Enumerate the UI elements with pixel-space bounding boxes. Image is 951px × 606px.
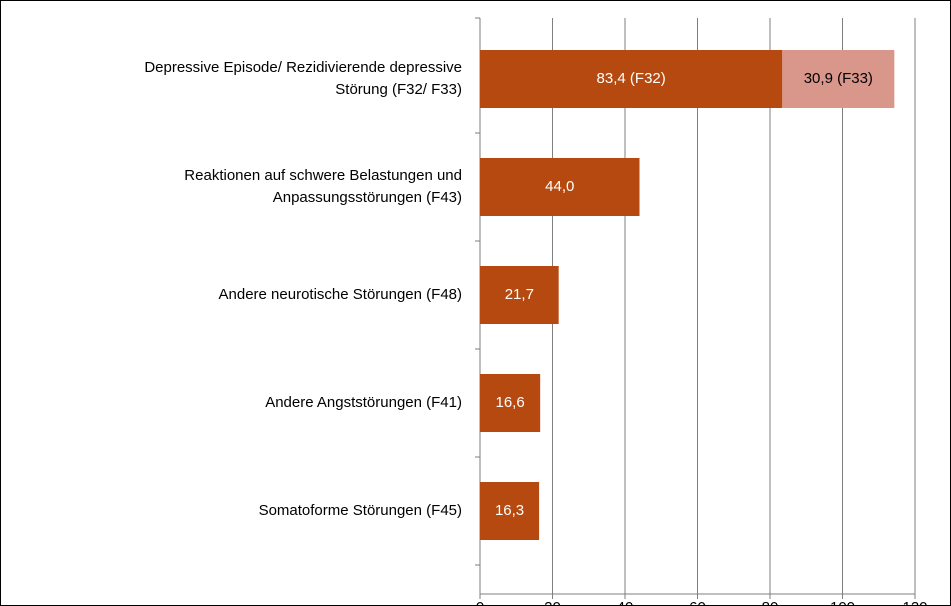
bar	[480, 50, 783, 108]
bar	[782, 50, 895, 108]
x-tick-label: 100	[830, 599, 855, 606]
bar	[480, 266, 559, 324]
category-label: Andere Angststörungen (F41)	[265, 394, 462, 411]
x-tick-label: 60	[689, 599, 706, 606]
x-tick-label: 40	[617, 599, 634, 606]
bar	[480, 158, 640, 216]
value-label: 16,6	[495, 394, 524, 411]
value-label: 16,3	[495, 502, 524, 519]
bar	[480, 482, 540, 540]
value-label: 83,4 (F32)	[597, 70, 666, 87]
category-label: Depressive Episode/ Rezidivierende depre…	[144, 59, 462, 98]
category-label: Somatoforme Störungen (F45)	[259, 502, 462, 519]
value-label: 30,9 (F33)	[804, 70, 873, 87]
x-tick-label: 80	[762, 599, 779, 606]
x-tick-label: 120	[902, 599, 927, 606]
value-label: 44,0	[545, 178, 574, 195]
bar	[480, 374, 541, 432]
x-tick-label: 0	[476, 599, 484, 606]
category-label: Reaktionen auf schwere Belastungen und An…	[184, 167, 462, 206]
x-tick-label: 20	[544, 599, 561, 606]
category-label: Andere neurotische Störungen (F48)	[219, 286, 462, 303]
value-label: 21,7	[505, 286, 534, 303]
